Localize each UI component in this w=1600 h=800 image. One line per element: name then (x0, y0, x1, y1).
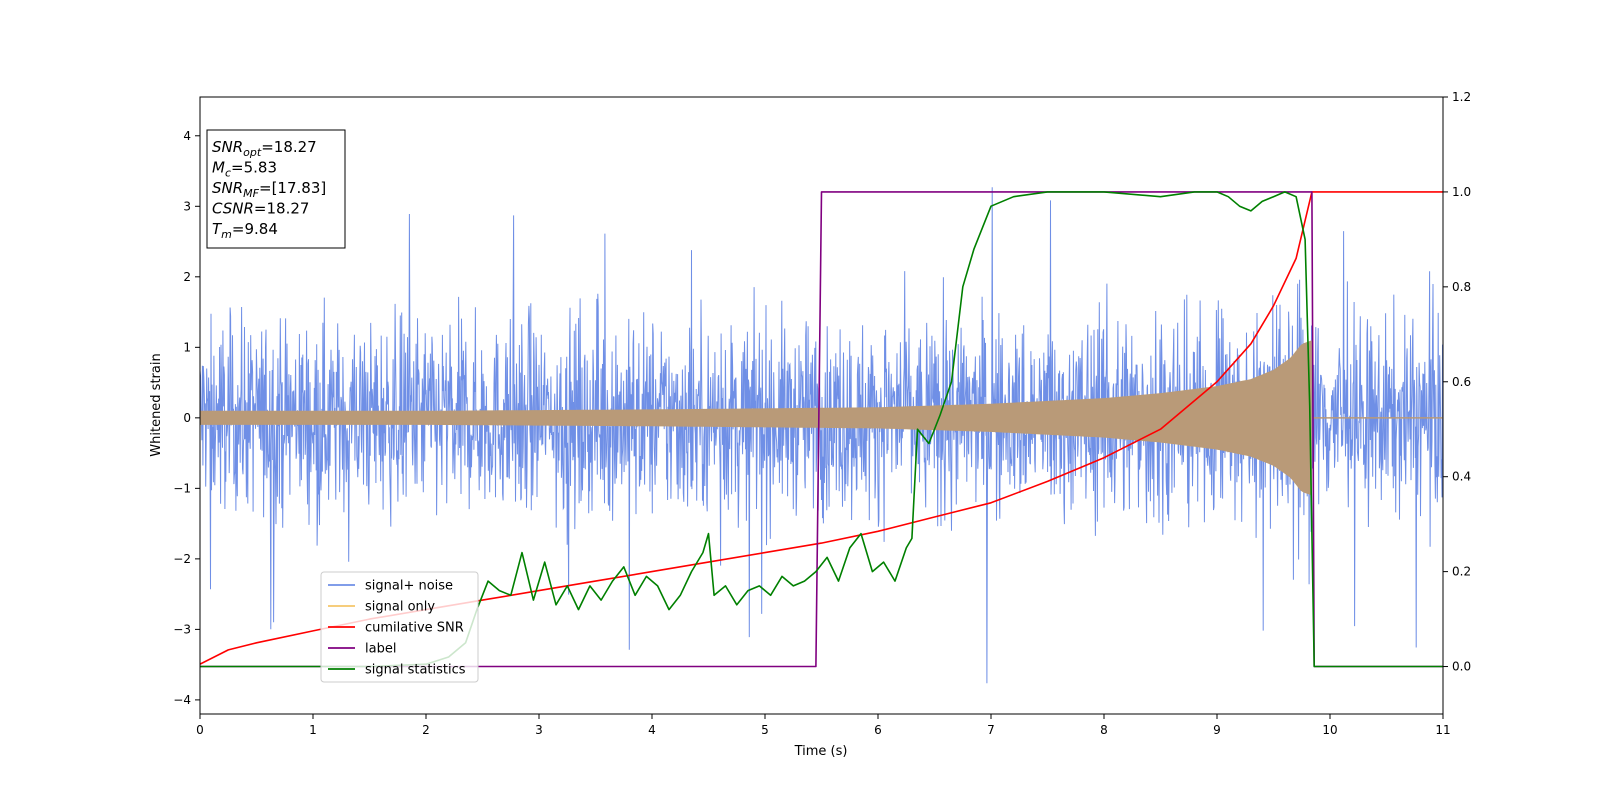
left-tick-label: −4 (173, 693, 191, 707)
annotation-symbol: SNR (212, 179, 243, 197)
left-tick-label: −1 (173, 481, 191, 495)
left-tick-label: −3 (173, 622, 191, 636)
right-tick-label: 0.8 (1452, 280, 1471, 294)
right-tick-label: 0.4 (1452, 470, 1471, 484)
left-tick-label: 3 (183, 199, 191, 213)
x-tick-label: 0 (196, 723, 204, 737)
x-tick-label: 2 (422, 723, 430, 737)
annotation-subscript: opt (243, 146, 262, 159)
x-tick-label: 3 (535, 723, 543, 737)
annotation-symbol: CSNR (212, 200, 254, 218)
left-axis-ticks: −4 −3 −2 −1 0 1 2 3 4 (173, 129, 200, 707)
x-tick-label: 4 (648, 723, 656, 737)
annotation-line: SNRopt=18.27 (212, 138, 317, 159)
right-axis-ticks: 0.0 0.2 0.4 0.6 0.8 1.0 1.2 (1443, 90, 1471, 674)
annotation-subscript: c (225, 167, 231, 180)
left-tick-label: 4 (183, 129, 191, 143)
right-tick-label: 1.2 (1452, 90, 1471, 104)
annotation-subscript: m (221, 228, 232, 241)
left-tick-label: −2 (173, 552, 191, 566)
annotation-line: SNRMF=[17.83] (212, 179, 326, 200)
annotation-value: =5.83 (231, 159, 277, 177)
x-tick-label: 10 (1322, 723, 1337, 737)
plot-frame (199, 96, 1444, 715)
annotation-line: Mc=5.83 (212, 159, 277, 180)
y-axis-label: Whitened strain (149, 353, 164, 456)
x-axis-label: Time (s) (794, 744, 848, 759)
right-tick-label: 0.2 (1452, 565, 1471, 579)
left-tick-label: 0 (183, 411, 191, 425)
legend-frame (320, 571, 479, 683)
x-tick-label: 9 (1213, 723, 1221, 737)
signal-only-band (200, 340, 1312, 496)
legend-label: signal+ noise (365, 579, 453, 594)
right-tick-label: 0.0 (1452, 660, 1471, 674)
legend-label: signal statistics (365, 663, 466, 678)
left-tick-label: 1 (183, 340, 191, 354)
annotation-symbol: M (212, 159, 225, 177)
annotation-value: =18.27 (261, 138, 317, 156)
metrics-annotation-box: SNRopt=18.27Mc=5.83SNRMF=[17.83]CSNR=18.… (206, 129, 346, 249)
x-axis-ticks: 0 1 2 3 4 5 6 7 8 9 10 11 (196, 714, 1451, 737)
legend-label: cumilative SNR (365, 621, 464, 636)
annotation-value: =9.84 (232, 220, 278, 238)
x-tick-label: 6 (874, 723, 882, 737)
legend-label: label (365, 642, 396, 657)
x-tick-label: 1 (309, 723, 317, 737)
annotation-frame (206, 129, 346, 249)
signal-statistics-line (200, 191, 1443, 668)
annotation-symbol: T (212, 220, 223, 238)
x-tick-label: 5 (761, 723, 769, 737)
legend-label: signal only (365, 600, 435, 615)
annotation-value: =[17.83] (259, 179, 326, 197)
x-tick-label: 7 (987, 723, 995, 737)
legend: signal+ noise signal only cumilative SNR la… (320, 571, 479, 683)
annotation-symbol: SNR (212, 138, 243, 156)
right-tick-label: 0.6 (1452, 375, 1471, 389)
annotation-value: =18.27 (254, 200, 310, 218)
annotation-line: Tm=9.84 (212, 220, 278, 241)
x-tick-label: 11 (1435, 723, 1450, 737)
signal-only-series (200, 340, 1443, 496)
left-tick-label: 2 (183, 270, 191, 284)
annotation-subscript: MF (243, 187, 259, 200)
x-tick-label: 8 (1100, 723, 1108, 737)
right-tick-label: 1.0 (1452, 185, 1471, 199)
annotation-line: CSNR=18.27 (212, 200, 309, 218)
